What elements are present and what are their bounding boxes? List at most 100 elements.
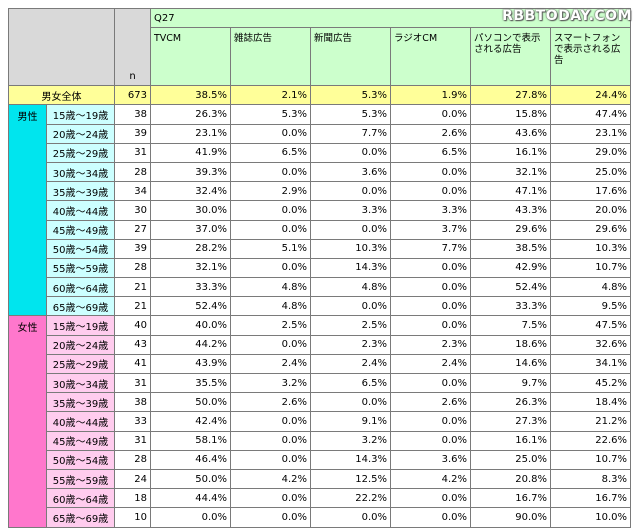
value-cell: 0.0% (390, 372, 471, 394)
value-cell: 23.1% (150, 123, 231, 144)
value-cell: 37.0% (150, 219, 231, 240)
value-cell: 41.9% (150, 142, 231, 163)
row-n: 39 (114, 123, 151, 144)
value-cell: 4.2% (230, 468, 311, 490)
row-n: 38 (114, 392, 151, 413)
value-cell: 2.4% (230, 353, 311, 375)
value-cell: 0.0% (230, 257, 311, 279)
value-cell: 3.6% (310, 161, 391, 183)
value-cell: 10.7% (549, 257, 632, 279)
value-cell: 5.3% (310, 104, 391, 125)
value-cell: 16.7% (549, 488, 632, 509)
value-cell: 7.5% (470, 315, 551, 336)
value-cell: 43.9% (150, 353, 231, 375)
column-header-row: TVCM 雑誌広告 新聞広告 ラジオCM パソコンで表示される広告 スマートフォンで表示さ… (9, 27, 632, 87)
value-cell: 5.1% (230, 238, 311, 259)
column-header: 新聞広告 (310, 27, 391, 87)
table-row: 45歳～49歳 31 58.1% 0.0% 3.2% 0.0% 16.1% 22.6% (9, 430, 632, 451)
value-cell: 2.5% (230, 315, 311, 336)
total-label: 男女全体 (8, 85, 115, 106)
value-cell: 44.4% (150, 488, 231, 509)
value-cell: 0.0% (310, 181, 391, 202)
value-cell: 9.7% (470, 372, 551, 394)
value-cell: 12.5% (310, 468, 391, 490)
value-cell: 0.0% (390, 411, 471, 432)
table-row: 60歳～64歳 18 44.4% 0.0% 22.2% 0.0% 16.7% 16.7% (9, 488, 632, 509)
value-cell: 0.0% (230, 219, 311, 240)
row-n: 40 (114, 315, 151, 336)
row-n: 28 (114, 257, 151, 279)
age-label: 55歳～59歳 (46, 468, 115, 490)
value-cell: 4.8% (310, 277, 391, 298)
value-cell: 0.0% (390, 488, 471, 509)
value-cell: 4.2% (390, 468, 471, 490)
table-row: 55歳～59歳 28 32.1% 0.0% 14.3% 0.0% 42.9% 10.7% (9, 257, 632, 279)
row-n: 28 (114, 161, 151, 183)
table-row: 40歳～44歳 30 30.0% 0.0% 3.3% 3.3% 43.3% 20.0% (9, 200, 632, 221)
value-cell: 14.3% (310, 257, 391, 279)
age-label: 20歳～24歳 (46, 334, 115, 355)
row-n: 43 (114, 334, 151, 355)
value-cell: 21.2% (549, 411, 632, 432)
value-cell: 26.3% (470, 392, 551, 413)
value-cell: 46.4% (150, 449, 231, 470)
value-cell: 28.2% (150, 238, 231, 259)
value-cell: 7.7% (310, 123, 391, 144)
row-n: 39 (114, 238, 151, 259)
table-body: n Q27 TVCM 雑誌広告 新聞広告 ラジオCM パソコンで表示される広告 スマートフ… (8, 7, 632, 528)
age-label: 20歳～24歳 (46, 123, 115, 144)
age-label: 25歳～29歳 (46, 142, 115, 163)
value-cell: 35.5% (150, 372, 231, 394)
total-value: 24.4% (549, 85, 632, 106)
table-row: 35歳～39歳 34 32.4% 2.9% 0.0% 0.0% 47.1% 17.6% (9, 181, 632, 202)
value-cell: 14.6% (470, 353, 551, 375)
value-cell: 0.0% (310, 296, 391, 317)
value-cell: 43.3% (470, 200, 551, 221)
value-cell: 52.4% (150, 296, 231, 317)
age-label: 35歳～39歳 (46, 181, 115, 202)
value-cell: 2.9% (230, 181, 311, 202)
age-label: 55歳～59歳 (46, 257, 115, 279)
value-cell: 0.0% (230, 488, 311, 509)
value-cell: 8.3% (549, 468, 632, 490)
table-row: 50歳～54歳 28 46.4% 0.0% 14.3% 3.6% 25.0% 10.7% (9, 449, 632, 470)
value-cell: 10.3% (549, 238, 632, 259)
value-cell: 26.3% (150, 104, 231, 125)
value-cell: 52.4% (470, 277, 551, 298)
value-cell: 0.0% (390, 104, 471, 125)
value-cell: 6.5% (390, 142, 471, 163)
row-n: 31 (114, 142, 151, 163)
table-row: 25歳～29歳 41 43.9% 2.4% 2.4% 2.4% 14.6% 34.1% (9, 353, 632, 375)
table-row: 60歳～64歳 21 33.3% 4.8% 4.8% 0.0% 52.4% 4.8% (9, 277, 632, 298)
total-value: 1.9% (390, 85, 471, 106)
value-cell: 29.6% (549, 219, 632, 240)
age-label: 30歳～34歳 (46, 372, 115, 394)
value-cell: 16.1% (470, 142, 551, 163)
age-label: 40歳～44歳 (46, 411, 115, 432)
value-cell: 3.3% (310, 200, 391, 221)
value-cell: 2.6% (230, 392, 311, 413)
value-cell: 16.1% (470, 430, 551, 451)
table-row: 40歳～44歳 33 42.4% 0.0% 9.1% 0.0% 27.3% 21.2% (9, 411, 632, 432)
value-cell: 47.5% (549, 315, 632, 336)
column-header: ラジオCM (390, 27, 471, 87)
table-row: 55歳～59歳 24 50.0% 4.2% 12.5% 4.2% 20.8% 8.3% (9, 468, 632, 490)
value-cell: 25.0% (470, 449, 551, 470)
total-value: 5.3% (310, 85, 391, 106)
table-row: 30歳～34歳 31 35.5% 3.2% 6.5% 0.0% 9.7% 45.2% (9, 372, 632, 394)
value-cell: 0.0% (310, 392, 391, 413)
value-cell: 0.0% (230, 200, 311, 221)
question-label: Q27 (149, 7, 632, 29)
value-cell: 38.5% (470, 238, 551, 259)
value-cell: 47.1% (470, 181, 551, 202)
age-label: 30歳～34歳 (46, 161, 115, 183)
value-cell: 18.6% (470, 334, 551, 355)
value-cell: 0.0% (310, 142, 391, 163)
value-cell: 34.1% (549, 353, 632, 375)
table-row: 女性 15歳～19歳 40 40.0% 2.5% 2.5% 0.0% 7.5% 47.5% (8, 315, 632, 528)
age-label: 45歳～49歳 (46, 430, 115, 451)
value-cell: 3.7% (390, 219, 471, 240)
watermark-logo: RBBTODAY.COM (502, 8, 632, 24)
column-header: スマートフォンで表示される広告 (549, 27, 632, 87)
value-cell: 32.6% (549, 334, 632, 355)
